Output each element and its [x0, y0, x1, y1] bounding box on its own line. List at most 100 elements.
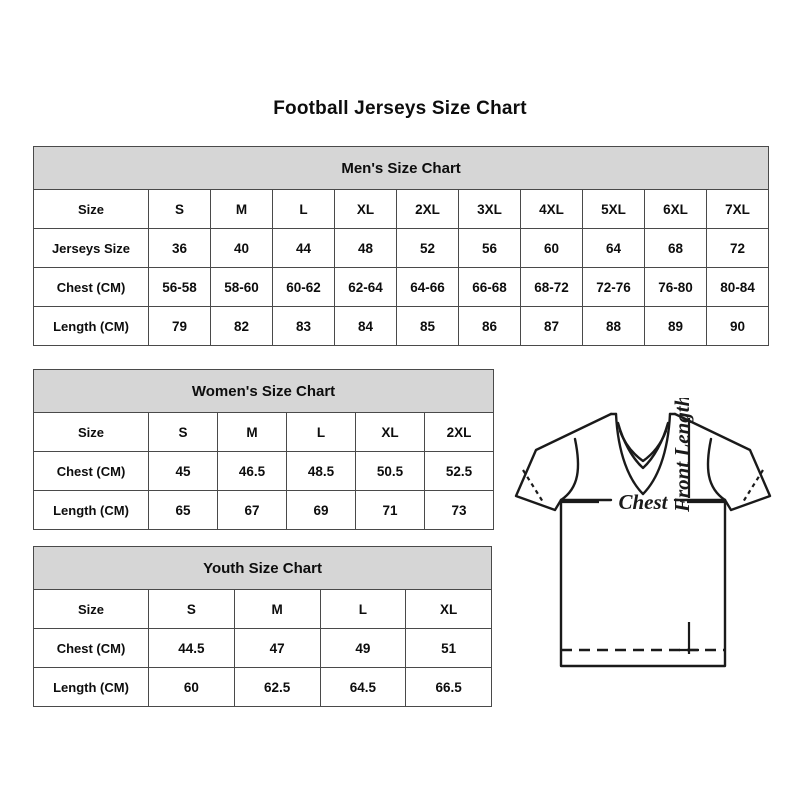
table-cell: 71	[355, 490, 425, 530]
table-row: Jerseys Size 36 40 44 48 52 56 60 64 68 …	[33, 228, 770, 268]
table-cell: 72	[705, 228, 770, 268]
table-cell: 73	[423, 490, 495, 530]
front-length-dimension-label: Front Length	[670, 398, 694, 513]
table-row: Length (CM) 79 82 83 84 85 86 87 88 89 9…	[33, 306, 770, 346]
left-cuff-dashed-line	[522, 469, 544, 503]
table-row: Chest (CM) 44.5 47 49 51	[33, 628, 493, 668]
table-cell: 64	[582, 228, 645, 268]
row-label-chest: Chest (CM)	[33, 267, 149, 307]
left-sleeve-outline	[514, 412, 613, 512]
table-cell: 72-76	[582, 267, 645, 307]
right-cuff-dashed-line	[742, 469, 764, 503]
table-cell: 49	[319, 628, 407, 668]
youth-table-caption: Youth Size Chart	[32, 546, 493, 590]
row-label-length: Length (CM)	[33, 490, 149, 530]
mens-size-3xl: 3XL	[458, 189, 521, 229]
table-cell: 79	[148, 306, 211, 346]
table-cell: 62.5	[233, 667, 321, 707]
row-label-size: Size	[33, 412, 149, 452]
mens-size-6xl: 6XL	[644, 189, 707, 229]
youth-size-m: M	[233, 589, 321, 629]
row-label-jerseys-size: Jerseys Size	[33, 228, 149, 268]
table-cell: 48	[334, 228, 397, 268]
womens-size-m: M	[217, 412, 287, 452]
table-cell: 52.5	[423, 451, 495, 491]
youth-size-table: Youth Size Chart Size S M L XL Chest (CM…	[32, 546, 493, 707]
table-cell: 69	[286, 490, 356, 530]
table-cell: 45	[148, 451, 218, 491]
mens-table-caption: Men's Size Chart	[32, 146, 770, 190]
table-cell: 66-68	[458, 267, 521, 307]
row-label-chest: Chest (CM)	[33, 628, 149, 668]
row-label-chest: Chest (CM)	[33, 451, 149, 491]
table-row-header: Size S M L XL 2XL 3XL 4XL 5XL 6XL 7XL	[33, 189, 770, 229]
womens-table-caption: Women's Size Chart	[32, 369, 495, 413]
youth-size-s: S	[148, 589, 235, 629]
table-caption-row: Youth Size Chart	[32, 546, 493, 590]
table-cell: 66.5	[405, 667, 493, 707]
mens-size-5xl: 5XL	[582, 189, 645, 229]
table-cell: 47	[233, 628, 321, 668]
mens-size-2xl: 2XL	[396, 189, 459, 229]
table-cell: 36	[148, 228, 211, 268]
table-cell: 48.5	[286, 451, 356, 491]
table-cell: 56	[458, 228, 521, 268]
table-cell: 88	[582, 306, 645, 346]
table-cell: 60-62	[272, 267, 335, 307]
womens-size-2xl: 2XL	[423, 412, 495, 452]
row-label-size: Size	[33, 189, 149, 229]
table-cell: 58-60	[210, 267, 273, 307]
mens-size-7xl: 7XL	[705, 189, 770, 229]
table-cell: 80-84	[705, 267, 770, 307]
right-armhole-seam	[706, 437, 727, 502]
page-title: Football Jerseys Size Chart	[273, 98, 527, 119]
row-label-length: Length (CM)	[33, 306, 149, 346]
torso-outline	[559, 498, 727, 668]
chest-dimension-label: Chest	[618, 490, 668, 514]
table-cell: 60	[520, 228, 583, 268]
womens-size-xl: XL	[355, 412, 425, 452]
table-row: Length (CM) 60 62.5 64.5 66.5	[33, 667, 493, 707]
youth-size-l: L	[319, 589, 407, 629]
table-cell: 85	[396, 306, 459, 346]
womens-size-table: Women's Size Chart Size S M L XL 2XL Che…	[32, 369, 495, 530]
table-cell: 62-64	[334, 267, 397, 307]
table-cell: 51	[405, 628, 493, 668]
mens-size-l: L	[272, 189, 335, 229]
table-cell: 60	[148, 667, 235, 707]
mens-size-4xl: 4XL	[520, 189, 583, 229]
left-armhole-seam	[559, 437, 580, 502]
mens-size-xl: XL	[334, 189, 397, 229]
v-neck-inner	[618, 429, 668, 463]
table-cell: 64-66	[396, 267, 459, 307]
table-row: Chest (CM) 56-58 58-60 60-62 62-64 64-66…	[33, 267, 770, 307]
row-label-size: Size	[33, 589, 149, 629]
jersey-measurement-diagram: Chest Front Length	[503, 398, 783, 688]
table-row-header: Size S M L XL 2XL	[33, 412, 495, 452]
table-cell: 90	[705, 306, 770, 346]
mens-size-table: Men's Size Chart Size S M L XL 2XL 3XL 4…	[32, 146, 770, 346]
mens-size-m: M	[210, 189, 273, 229]
table-cell: 68	[644, 228, 707, 268]
womens-size-s: S	[148, 412, 218, 452]
table-cell: 67	[217, 490, 287, 530]
mens-size-s: S	[148, 189, 211, 229]
table-cell: 56-58	[148, 267, 211, 307]
table-cell: 76-80	[644, 267, 707, 307]
table-cell: 86	[458, 306, 521, 346]
table-cell: 83	[272, 306, 335, 346]
table-cell: 50.5	[355, 451, 425, 491]
row-label-length: Length (CM)	[33, 667, 149, 707]
youth-size-xl: XL	[405, 589, 493, 629]
table-cell: 40	[210, 228, 273, 268]
table-row: Length (CM) 65 67 69 71 73	[33, 490, 495, 530]
right-sleeve-outline	[673, 412, 772, 512]
table-cell: 68-72	[520, 267, 583, 307]
table-cell: 65	[148, 490, 218, 530]
table-cell: 44	[272, 228, 335, 268]
womens-size-l: L	[286, 412, 356, 452]
table-cell: 46.5	[217, 451, 287, 491]
table-cell: 89	[644, 306, 707, 346]
table-cell: 44.5	[148, 628, 235, 668]
table-caption-row: Women's Size Chart	[32, 369, 495, 413]
